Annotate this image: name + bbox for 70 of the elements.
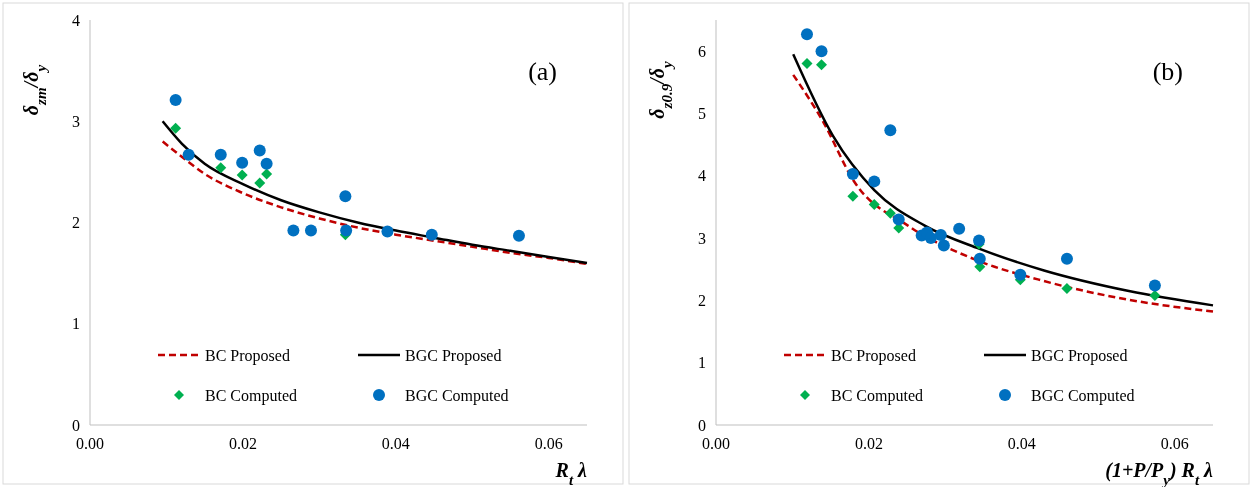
point bbox=[254, 177, 266, 189]
point bbox=[924, 232, 937, 245]
point bbox=[253, 144, 266, 157]
point bbox=[1014, 268, 1027, 281]
point bbox=[170, 122, 182, 134]
point bbox=[236, 169, 248, 181]
point bbox=[953, 222, 966, 235]
legend-label: BC Proposed bbox=[831, 346, 916, 365]
legend-label: BC Computed bbox=[831, 386, 924, 405]
legend-label: BGC Proposed bbox=[1031, 346, 1128, 365]
y-tick-label: 5 bbox=[698, 105, 706, 123]
text: (b) bbox=[1152, 57, 1183, 86]
x-tick-label: 0.00 bbox=[76, 435, 104, 452]
point bbox=[304, 224, 317, 237]
point bbox=[512, 229, 525, 242]
y-tick-label: 1 bbox=[698, 354, 706, 372]
point bbox=[801, 58, 813, 70]
legend-label: BGC Computed bbox=[405, 386, 509, 405]
point bbox=[182, 148, 195, 161]
x-tick-label: 0.02 bbox=[228, 435, 257, 452]
point bbox=[1061, 283, 1073, 295]
x-tick-label: 0.02 bbox=[854, 435, 883, 452]
point bbox=[934, 228, 947, 241]
point bbox=[816, 59, 828, 71]
y-tick-label: 4 bbox=[72, 11, 80, 29]
y-tick-label: 3 bbox=[72, 112, 80, 130]
legend-label: BGC Computed bbox=[1031, 386, 1135, 405]
point bbox=[381, 225, 394, 238]
y-tick-label: 2 bbox=[72, 214, 80, 232]
point bbox=[169, 93, 182, 106]
y-tick-label: 4 bbox=[698, 167, 706, 185]
point bbox=[287, 224, 300, 237]
point bbox=[937, 239, 950, 252]
x-tick-label: 0.06 bbox=[534, 435, 563, 452]
legend-label: BC Computed bbox=[205, 386, 298, 405]
point bbox=[339, 190, 352, 203]
x-tick-label: 0.04 bbox=[381, 435, 410, 452]
point bbox=[800, 28, 813, 41]
point bbox=[884, 207, 896, 219]
legend-label: BC Proposed bbox=[205, 346, 290, 365]
point bbox=[815, 45, 828, 58]
text: (a) bbox=[528, 57, 557, 86]
point bbox=[846, 167, 859, 180]
legend-label: BGC Proposed bbox=[405, 346, 502, 365]
x-tick-label: 0.04 bbox=[1007, 435, 1036, 452]
y-tick-label: 0 bbox=[72, 416, 80, 434]
point bbox=[215, 162, 227, 174]
point bbox=[892, 213, 905, 226]
point bbox=[260, 157, 273, 170]
point bbox=[340, 224, 353, 237]
point bbox=[868, 198, 880, 210]
y-tick-label: 3 bbox=[698, 229, 706, 247]
point bbox=[261, 168, 273, 180]
x-tick-label: 0.06 bbox=[1160, 435, 1189, 452]
point bbox=[973, 234, 986, 247]
point bbox=[884, 124, 897, 137]
y-tick-label: 1 bbox=[72, 315, 80, 333]
y-tick-label: 2 bbox=[698, 291, 706, 309]
x-tick-label: 0.00 bbox=[702, 435, 730, 452]
point bbox=[236, 156, 249, 169]
y-tick-label: 6 bbox=[698, 42, 706, 60]
point bbox=[1148, 279, 1161, 292]
point bbox=[425, 228, 438, 241]
point bbox=[868, 175, 881, 188]
y-tick-label: 0 bbox=[698, 416, 706, 434]
point bbox=[214, 148, 227, 161]
x-axis-title: R$_{t}$ λ bbox=[554, 459, 588, 487]
point bbox=[1060, 252, 1073, 265]
point bbox=[847, 190, 859, 202]
point bbox=[973, 252, 986, 265]
